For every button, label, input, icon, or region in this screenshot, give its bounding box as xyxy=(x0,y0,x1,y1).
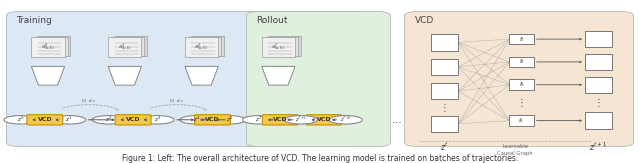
Circle shape xyxy=(52,116,86,124)
Text: $z^{T\!+\!1}$: $z^{T\!+\!1}$ xyxy=(295,115,307,125)
FancyBboxPatch shape xyxy=(188,37,221,56)
Text: $f_d$: $f_d$ xyxy=(518,116,525,125)
FancyBboxPatch shape xyxy=(585,54,612,70)
FancyBboxPatch shape xyxy=(431,34,458,51)
Text: $z^4$: $z^4$ xyxy=(193,115,200,125)
FancyBboxPatch shape xyxy=(509,57,534,67)
Text: $z^5$: $z^5$ xyxy=(225,115,233,125)
Circle shape xyxy=(4,116,37,124)
Text: Figure 1: Left: The overall architecture of VCD. The learning model is trained o: Figure 1: Left: The overall architecture… xyxy=(122,154,518,163)
Text: ⋮: ⋮ xyxy=(516,98,527,108)
FancyBboxPatch shape xyxy=(246,11,390,147)
Text: VCD: VCD xyxy=(317,117,331,122)
Circle shape xyxy=(92,116,125,124)
Polygon shape xyxy=(262,67,295,85)
FancyBboxPatch shape xyxy=(31,37,65,57)
Text: ...: ... xyxy=(392,115,403,125)
FancyBboxPatch shape xyxy=(585,31,612,47)
FancyBboxPatch shape xyxy=(191,36,224,56)
Text: $a^2_{(b,K)}$: $a^2_{(b,K)}$ xyxy=(195,42,209,52)
Text: Learnable
Causal Graph: Learnable Causal Graph xyxy=(497,144,533,156)
FancyBboxPatch shape xyxy=(404,11,634,147)
FancyBboxPatch shape xyxy=(37,36,70,56)
FancyBboxPatch shape xyxy=(108,37,141,57)
FancyBboxPatch shape xyxy=(35,37,68,56)
Text: VCD: VCD xyxy=(273,117,287,122)
Text: VCD: VCD xyxy=(38,117,52,122)
Text: $f_3$: $f_3$ xyxy=(518,80,525,89)
FancyBboxPatch shape xyxy=(185,37,218,57)
Text: $a^0_{(b,K)}$: $a^0_{(b,K)}$ xyxy=(41,42,55,52)
Circle shape xyxy=(141,116,174,124)
FancyBboxPatch shape xyxy=(265,37,298,56)
Text: $z^t$: $z^t$ xyxy=(440,141,449,153)
Text: $f_1$: $f_1$ xyxy=(518,35,525,44)
Polygon shape xyxy=(108,67,141,85)
FancyBboxPatch shape xyxy=(6,11,365,147)
Text: $z^2$: $z^2$ xyxy=(105,115,113,125)
Text: $a^T_{(b,K)}$: $a^T_{(b,K)}$ xyxy=(271,42,285,52)
FancyBboxPatch shape xyxy=(509,34,534,44)
Polygon shape xyxy=(185,67,218,85)
FancyBboxPatch shape xyxy=(306,115,342,125)
FancyBboxPatch shape xyxy=(509,115,534,126)
Text: $z^{T\!+\!2}$: $z^{T\!+\!2}$ xyxy=(340,115,351,125)
Text: $z^{t+1}$: $z^{t+1}$ xyxy=(589,141,607,153)
FancyBboxPatch shape xyxy=(27,115,63,125)
FancyBboxPatch shape xyxy=(262,37,295,57)
Text: $a^1_{(b,k)}$: $a^1_{(b,k)}$ xyxy=(118,42,132,52)
FancyBboxPatch shape xyxy=(115,115,151,125)
Text: Training: Training xyxy=(16,16,52,25)
Circle shape xyxy=(243,116,276,124)
FancyBboxPatch shape xyxy=(431,83,458,99)
Text: Rollout: Rollout xyxy=(256,16,287,25)
FancyBboxPatch shape xyxy=(262,115,298,125)
Text: VCD: VCD xyxy=(126,117,140,122)
FancyBboxPatch shape xyxy=(431,116,458,132)
Text: $z^T$: $z^T$ xyxy=(255,115,263,125)
Text: $z^3$: $z^3$ xyxy=(154,115,161,125)
FancyBboxPatch shape xyxy=(509,80,534,90)
Text: VCD: VCD xyxy=(415,16,434,25)
FancyBboxPatch shape xyxy=(114,36,147,56)
Text: ⋮: ⋮ xyxy=(593,98,604,108)
Text: KL div: KL div xyxy=(170,99,184,103)
FancyBboxPatch shape xyxy=(585,112,612,129)
FancyBboxPatch shape xyxy=(195,115,230,125)
Circle shape xyxy=(212,116,246,124)
Circle shape xyxy=(329,116,362,124)
Text: KL div: KL div xyxy=(83,99,95,103)
Circle shape xyxy=(284,116,317,124)
FancyBboxPatch shape xyxy=(431,59,458,75)
FancyBboxPatch shape xyxy=(268,36,301,56)
Text: $f_2$: $f_2$ xyxy=(518,58,525,66)
Circle shape xyxy=(180,116,213,124)
Text: $z^1$: $z^1$ xyxy=(65,115,73,125)
FancyBboxPatch shape xyxy=(585,77,612,93)
Text: ⋮: ⋮ xyxy=(440,103,450,113)
FancyBboxPatch shape xyxy=(111,37,145,56)
Text: $z^0$: $z^0$ xyxy=(17,115,24,125)
Text: VCD: VCD xyxy=(205,117,220,122)
Polygon shape xyxy=(31,67,65,85)
